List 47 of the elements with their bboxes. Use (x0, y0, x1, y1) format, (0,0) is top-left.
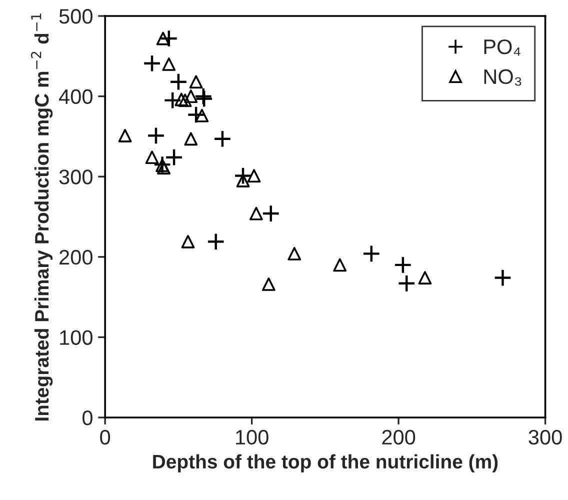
point (143, 54, 162, 72)
point (262, 204, 280, 223)
point (398, 274, 416, 292)
point (494, 268, 512, 287)
point (184, 132, 198, 146)
y-tick-label: 0 (82, 410, 92, 426)
y-tick-label: 300 (59, 170, 92, 184)
point (146, 126, 166, 145)
point (145, 150, 159, 164)
point (118, 128, 132, 142)
y-axis-title: Integrated Primary Production mgC m$^{−2}$ d$^{−1}$ (30, 14, 53, 420)
point (195, 108, 209, 122)
point (234, 166, 252, 185)
point (169, 72, 188, 91)
x-axis-title: Depths of the top of the nutricline (m) (153, 454, 498, 472)
point (181, 234, 195, 248)
point (184, 90, 198, 104)
point (418, 271, 432, 284)
point (206, 232, 225, 251)
point (250, 206, 263, 220)
point (333, 258, 347, 272)
point (187, 106, 206, 124)
point (160, 29, 178, 48)
x-tick-label: 300 (528, 430, 562, 445)
point (174, 92, 188, 106)
point (262, 277, 276, 291)
point (362, 244, 380, 263)
x-tick-label: 200 (382, 430, 416, 445)
y-tick-label: 500 (59, 9, 92, 24)
y-tick-label: 100 (60, 330, 92, 345)
x-tick-label: 0 (100, 430, 110, 445)
point (213, 130, 232, 148)
point (394, 256, 412, 274)
legend-label: NO₃ (484, 69, 522, 86)
point (157, 161, 170, 174)
point (164, 91, 182, 110)
legend-label: PO₄ (484, 39, 520, 56)
point (247, 169, 261, 183)
x-tick-label: 100 (236, 430, 268, 445)
point (189, 75, 203, 89)
point (178, 94, 192, 108)
point (156, 158, 170, 172)
y-tick-label: 400 (58, 89, 92, 104)
y-tick-label: 200 (60, 250, 92, 265)
point (288, 246, 302, 260)
point (162, 57, 176, 71)
point (156, 32, 170, 46)
